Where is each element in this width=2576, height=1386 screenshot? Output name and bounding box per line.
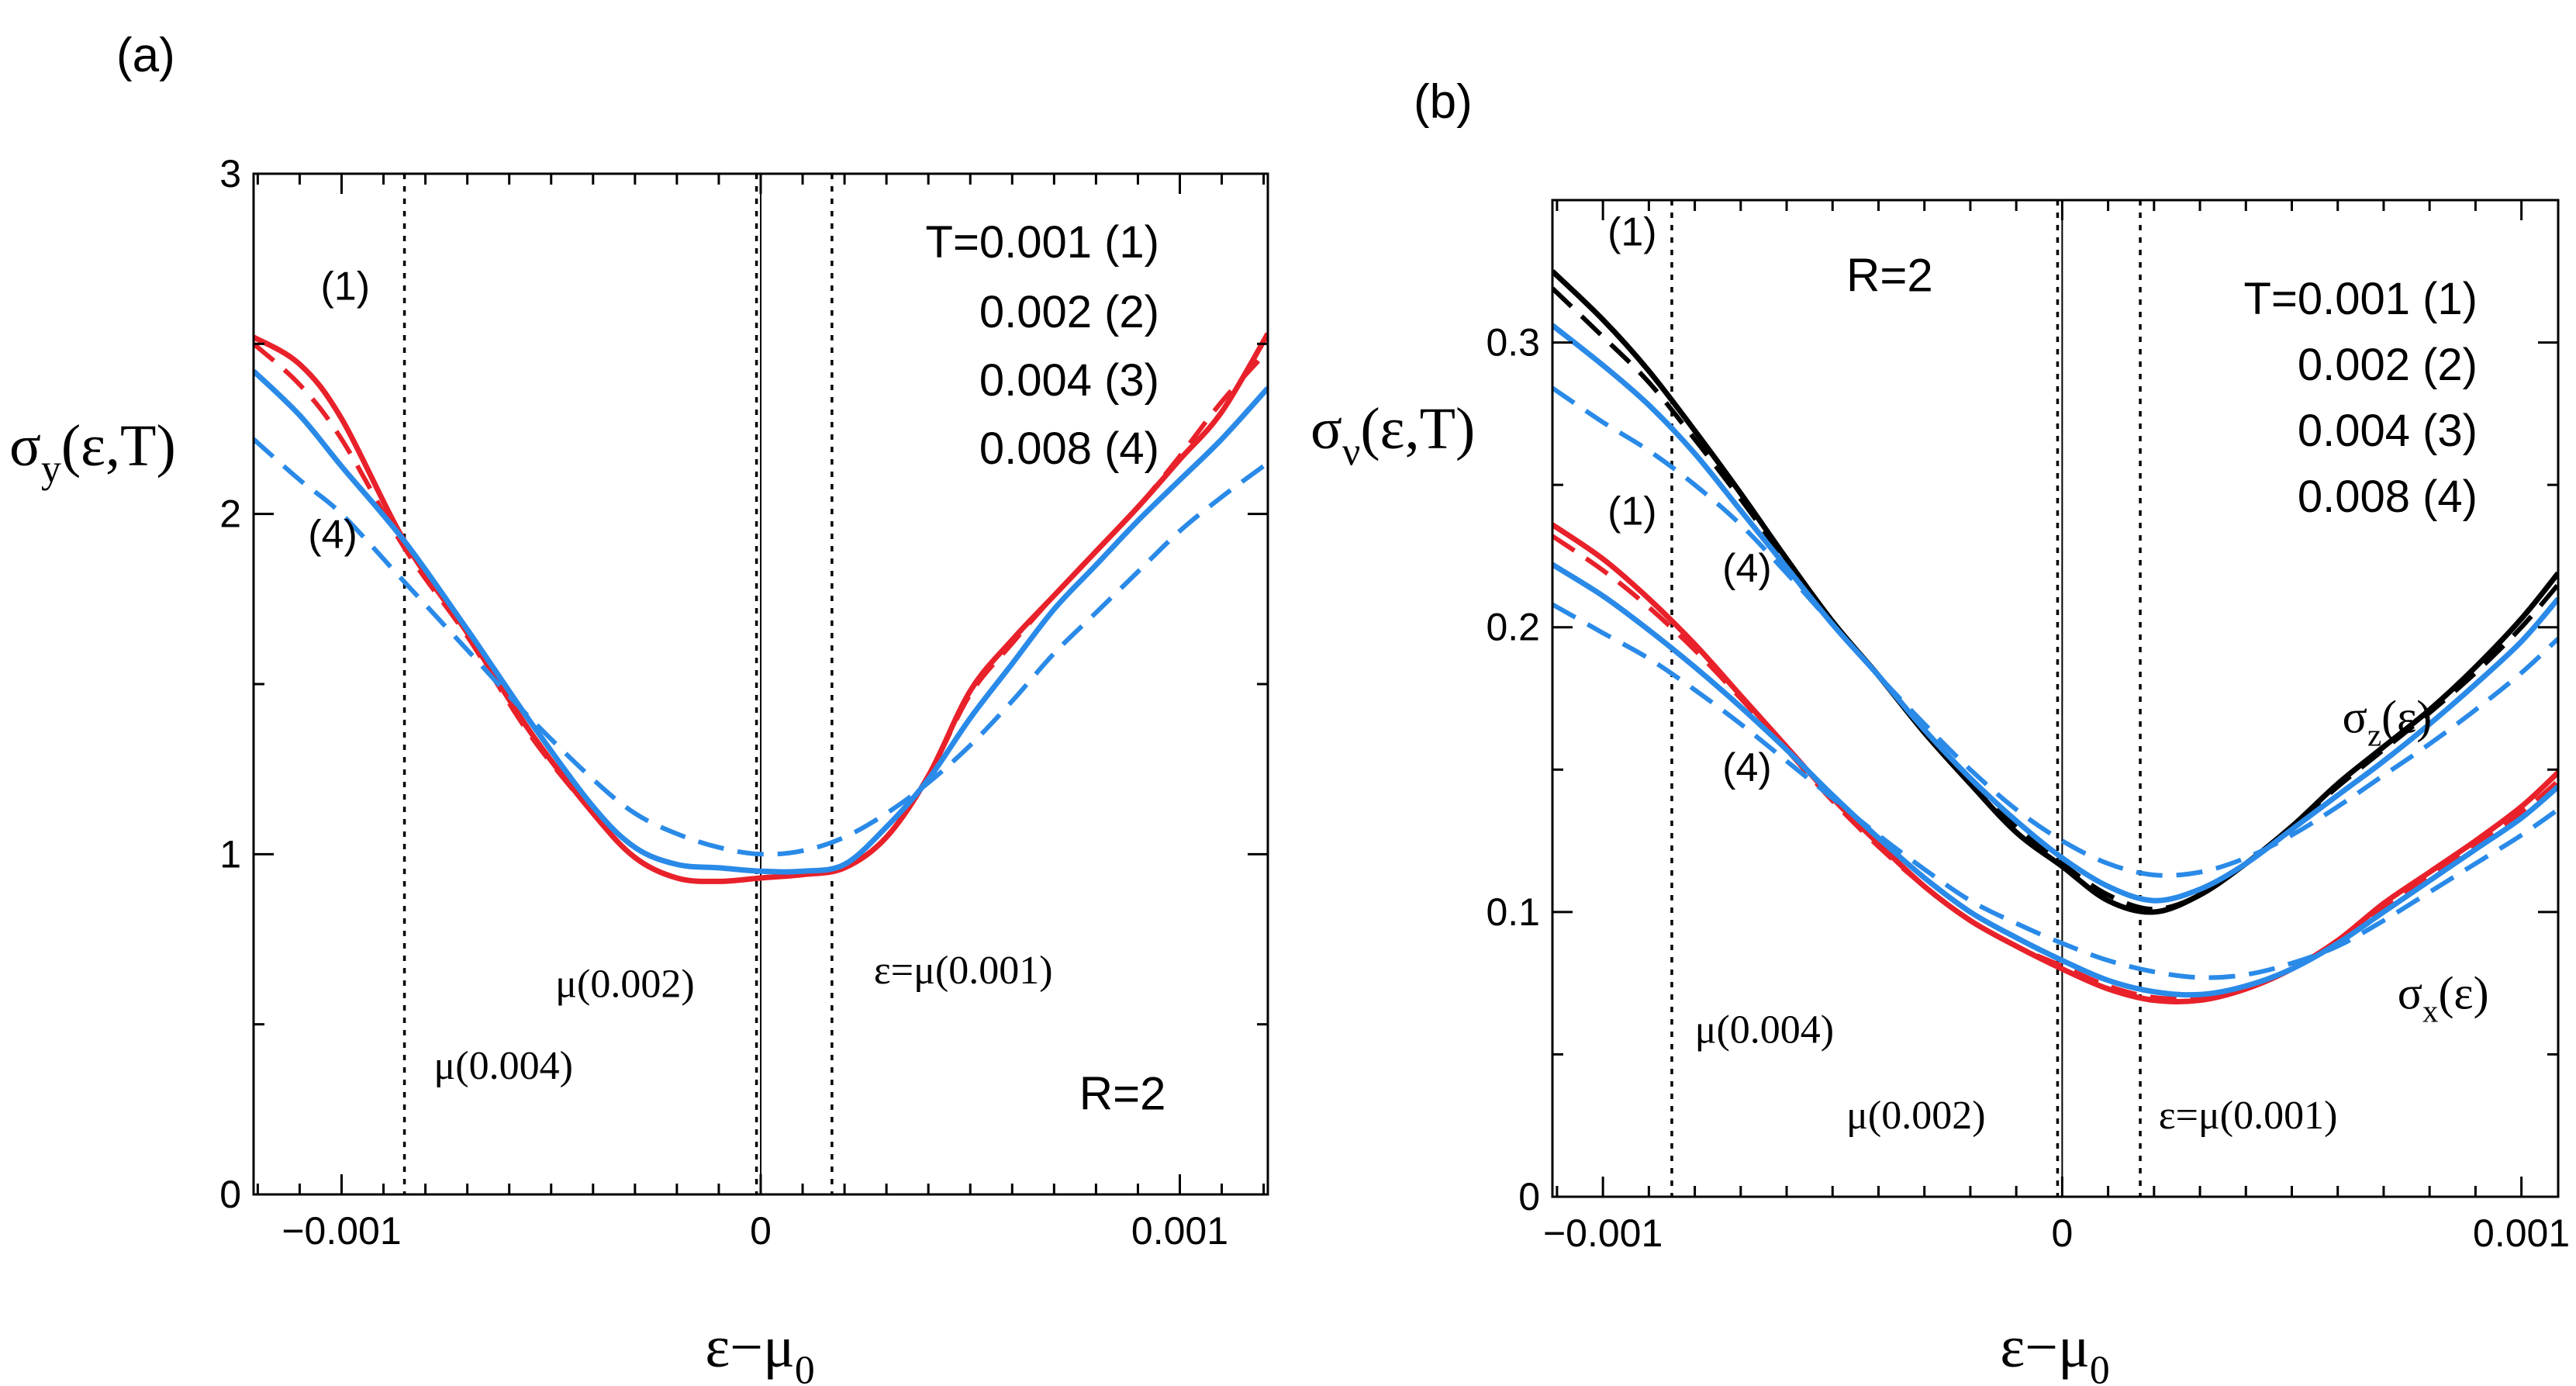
y-tick-label: 1 (219, 832, 241, 876)
x-axis-label: ε−μ0 (2000, 1315, 2109, 1386)
curve-number-label: (4) (1722, 745, 1772, 790)
x-tick-label: −0.001 (1543, 1211, 1663, 1255)
x-tick-label: 0.001 (1131, 1209, 1228, 1253)
y-tick-label: 0 (1518, 1175, 1540, 1218)
x-tick-label: 0.001 (2473, 1211, 2570, 1255)
plot-frame (1551, 199, 2560, 1198)
curve-number-label: (1) (1607, 489, 1657, 534)
y-axis-label: σν(ε,T) (1310, 396, 1475, 474)
curve-label: σx(ε) (2398, 968, 2489, 1029)
series-line (1552, 286, 2558, 912)
legend-entry: 0.004 (3) (979, 355, 1159, 406)
series-line (1552, 323, 2558, 904)
mu-label: μ(0.004) (433, 1044, 573, 1088)
mu-label: ε=μ(0.001) (874, 949, 1053, 993)
legend-entry: 0.002 (2) (2298, 340, 2478, 390)
mu-label: μ(0.004) (1695, 1008, 1835, 1052)
curve-number-label: (4) (308, 513, 357, 558)
curve-label: σz(ε) (2343, 692, 2433, 753)
series-line (1552, 269, 2558, 915)
legend-entry: T=0.001 (1) (926, 217, 1159, 268)
mu-label: ε=μ(0.001) (2159, 1094, 2338, 1138)
y-tick-label: 0.1 (1486, 890, 1540, 934)
x-tick-label: 0 (2051, 1211, 2073, 1255)
legend-entry: 0.002 (2) (979, 287, 1159, 337)
y-tick-label: 0.2 (1486, 606, 1540, 649)
r-label: R=2 (1079, 1067, 1166, 1119)
mu-label: μ(0.002) (1846, 1094, 1986, 1138)
panel-label: (b) (1414, 75, 1473, 129)
series-line (1552, 602, 2558, 980)
mu-label: μ(0.002) (555, 963, 695, 1007)
series-line (1552, 534, 2558, 1001)
y-tick-label: 2 (219, 493, 241, 536)
curve-number-label: (1) (1607, 210, 1657, 255)
x-tick-label: 0 (750, 1209, 772, 1253)
x-tick-label: −0.001 (281, 1209, 401, 1253)
legend-entry: 0.004 (3) (2298, 406, 2478, 456)
series-line (1552, 522, 2558, 1004)
r-label: R=2 (1846, 249, 1933, 301)
series-line (254, 342, 1268, 884)
panel-a: (a) −0.001 0 0.001 0 1 2 3 ε−μ0 σy(ε,T) T=0.001 (1… (9, 29, 1269, 1386)
legend-entry: 0.008 (4) (979, 423, 1159, 474)
series-line (1552, 385, 2558, 878)
curve-number-label: (1) (320, 264, 370, 309)
y-axis-label: σy(ε,T) (9, 413, 176, 491)
panel-label: (a) (116, 29, 175, 82)
y-tick-label: 0 (219, 1173, 241, 1216)
legend-entry: 0.008 (4) (2298, 472, 2478, 522)
legend-entry: T=0.001 (1) (2244, 274, 2478, 324)
x-axis-label: ε−μ0 (705, 1315, 814, 1386)
y-tick-label: 0.3 (1486, 321, 1540, 365)
series-line (254, 437, 1268, 857)
curve-number-label: (4) (1722, 546, 1772, 591)
plot-area (254, 332, 1268, 884)
plot-area (1552, 269, 2558, 1004)
y-tick-label: 3 (219, 152, 241, 195)
series-line (254, 368, 1268, 875)
series-line (1552, 562, 2558, 998)
panel-b: (b)−0.001 0 0.00100.10.20.3ε−μ0σν(ε,T)T=0.… (1310, 75, 2570, 1386)
